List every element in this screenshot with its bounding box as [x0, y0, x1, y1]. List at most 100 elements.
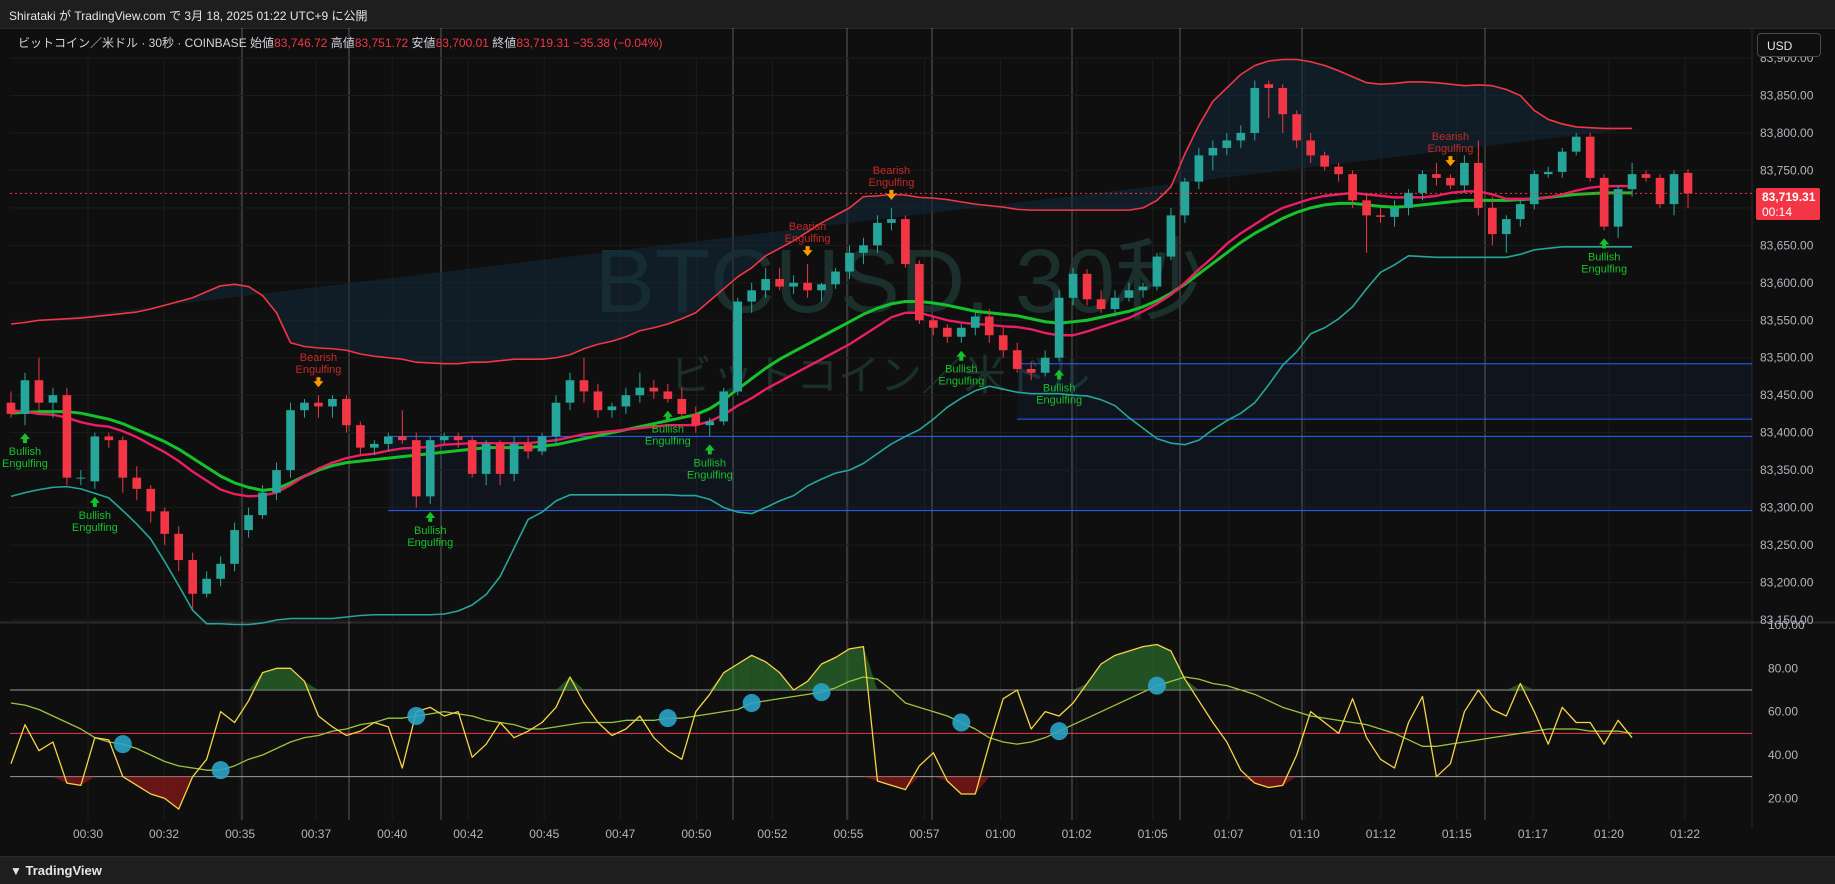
candle: [761, 267, 770, 298]
time-tick-label: 00:50: [681, 827, 711, 841]
candles: [6, 80, 1693, 609]
candle: [1543, 166, 1553, 178]
rsi-overbought-fill: [751, 655, 766, 690]
pattern-label: Bearish: [789, 221, 826, 233]
time-tick-label: 00:42: [453, 827, 483, 841]
pattern-label: Engulfing: [296, 364, 342, 376]
candle-body: [216, 563, 225, 579]
candle: [537, 432, 547, 456]
time-tick-label: 01:07: [1214, 827, 1244, 841]
candle-body: [607, 406, 617, 411]
rsi-overbought-fill: [737, 655, 752, 690]
time-tick-label: 01:00: [986, 827, 1016, 841]
pattern-label: Bullish: [1588, 251, 1620, 263]
candle-body: [1110, 297, 1120, 310]
candle-body: [509, 443, 519, 474]
candle: [1474, 140, 1483, 216]
candle-body: [1320, 155, 1329, 167]
rsi-cross-marker: [113, 735, 132, 754]
rsi-cross-marker: [952, 713, 971, 732]
rsi-oversold-fill: [80, 776, 95, 786]
candle: [593, 383, 603, 418]
candle: [1557, 147, 1567, 178]
rsi-overbought-fill: [821, 657, 836, 690]
candle-body: [551, 402, 561, 437]
candle-body: [370, 443, 379, 448]
candle: [188, 552, 198, 609]
candle: [1390, 200, 1399, 227]
rsi-overbought-fill: [709, 672, 724, 690]
candle: [300, 398, 309, 418]
rsi-overbought-fill: [290, 668, 305, 690]
candle-body: [663, 391, 673, 399]
rsi-overbought-fill: [1506, 683, 1521, 690]
candle-body: [76, 477, 86, 479]
currency-button[interactable]: USD: [1757, 33, 1821, 57]
candle-body: [1194, 155, 1204, 182]
candle: [216, 556, 225, 587]
candle: [1138, 282, 1148, 298]
pattern-label: Bullish: [79, 510, 111, 522]
pattern-label: Engulfing: [868, 177, 914, 189]
price-chart[interactable]: 00:30 00:32 00:35 00:37 00:40 00:42 00:45 00:47…: [0, 0, 1835, 856]
candle-body: [1627, 174, 1637, 190]
close-value: 83,719.31: [516, 36, 570, 50]
rsi-overbought-fill: [556, 677, 570, 690]
rsi-overbought-fill: [723, 664, 738, 690]
candle: [1082, 269, 1092, 306]
candle-body: [998, 335, 1008, 351]
tradingview-logo[interactable]: ▼ TradingView: [10, 863, 102, 878]
candle-body: [1040, 357, 1050, 373]
bullish-arrow-icon: [1054, 369, 1065, 380]
candle-body: [1222, 140, 1232, 148]
candle-body: [1292, 114, 1302, 141]
candle: [1124, 282, 1134, 302]
candle-body: [1390, 207, 1399, 217]
candle-body: [104, 436, 114, 441]
open-label: 始値: [250, 36, 275, 50]
price-tick-label: 83,200.00: [1760, 576, 1814, 590]
candle-body: [1655, 177, 1665, 205]
candle: [1292, 110, 1302, 148]
candle-body: [48, 395, 58, 403]
candle: [383, 432, 393, 452]
bullish-arrow-icon: [425, 511, 436, 522]
candle-body: [1152, 256, 1162, 287]
change-value: −35.38 (−0.04%): [573, 36, 663, 50]
candle-body: [747, 290, 757, 302]
rsi-overbought-fill: [1184, 679, 1199, 690]
candle-body: [1124, 290, 1134, 298]
high-value: 83,751.72: [354, 36, 409, 50]
symbol-label[interactable]: ビットコイン／米ドル · 30秒 · COINBASE: [18, 36, 247, 50]
candle: [831, 267, 840, 289]
candle-body: [677, 398, 687, 414]
candle: [48, 387, 58, 418]
candle-body: [1082, 273, 1092, 300]
price-tick-label: 83,350.00: [1760, 463, 1814, 477]
candle: [551, 395, 561, 444]
candle-body: [1250, 87, 1260, 133]
candle: [118, 436, 128, 493]
candle: [677, 387, 687, 418]
candle-body: [775, 279, 784, 287]
candle-body: [803, 282, 812, 291]
candle: [1222, 132, 1232, 156]
candle: [1054, 290, 1064, 362]
candle: [1418, 170, 1427, 201]
candle-body: [761, 279, 770, 291]
candle: [272, 462, 281, 501]
candle-body: [719, 391, 729, 422]
candle: [1376, 207, 1385, 223]
candle-body: [831, 271, 840, 285]
close-label: 終値: [492, 36, 517, 50]
rsi-overbought-fill: [1115, 651, 1129, 690]
candle: [1404, 189, 1413, 216]
candle-body: [915, 264, 924, 321]
pattern-label: Bullish: [1043, 382, 1075, 394]
candle: [873, 215, 882, 253]
candle-body: [887, 219, 896, 223]
candle-body: [1683, 172, 1693, 194]
last-price-tag: 83,719.31 00:14: [1756, 188, 1820, 220]
candle: [90, 432, 100, 489]
candle-body: [1236, 132, 1246, 141]
